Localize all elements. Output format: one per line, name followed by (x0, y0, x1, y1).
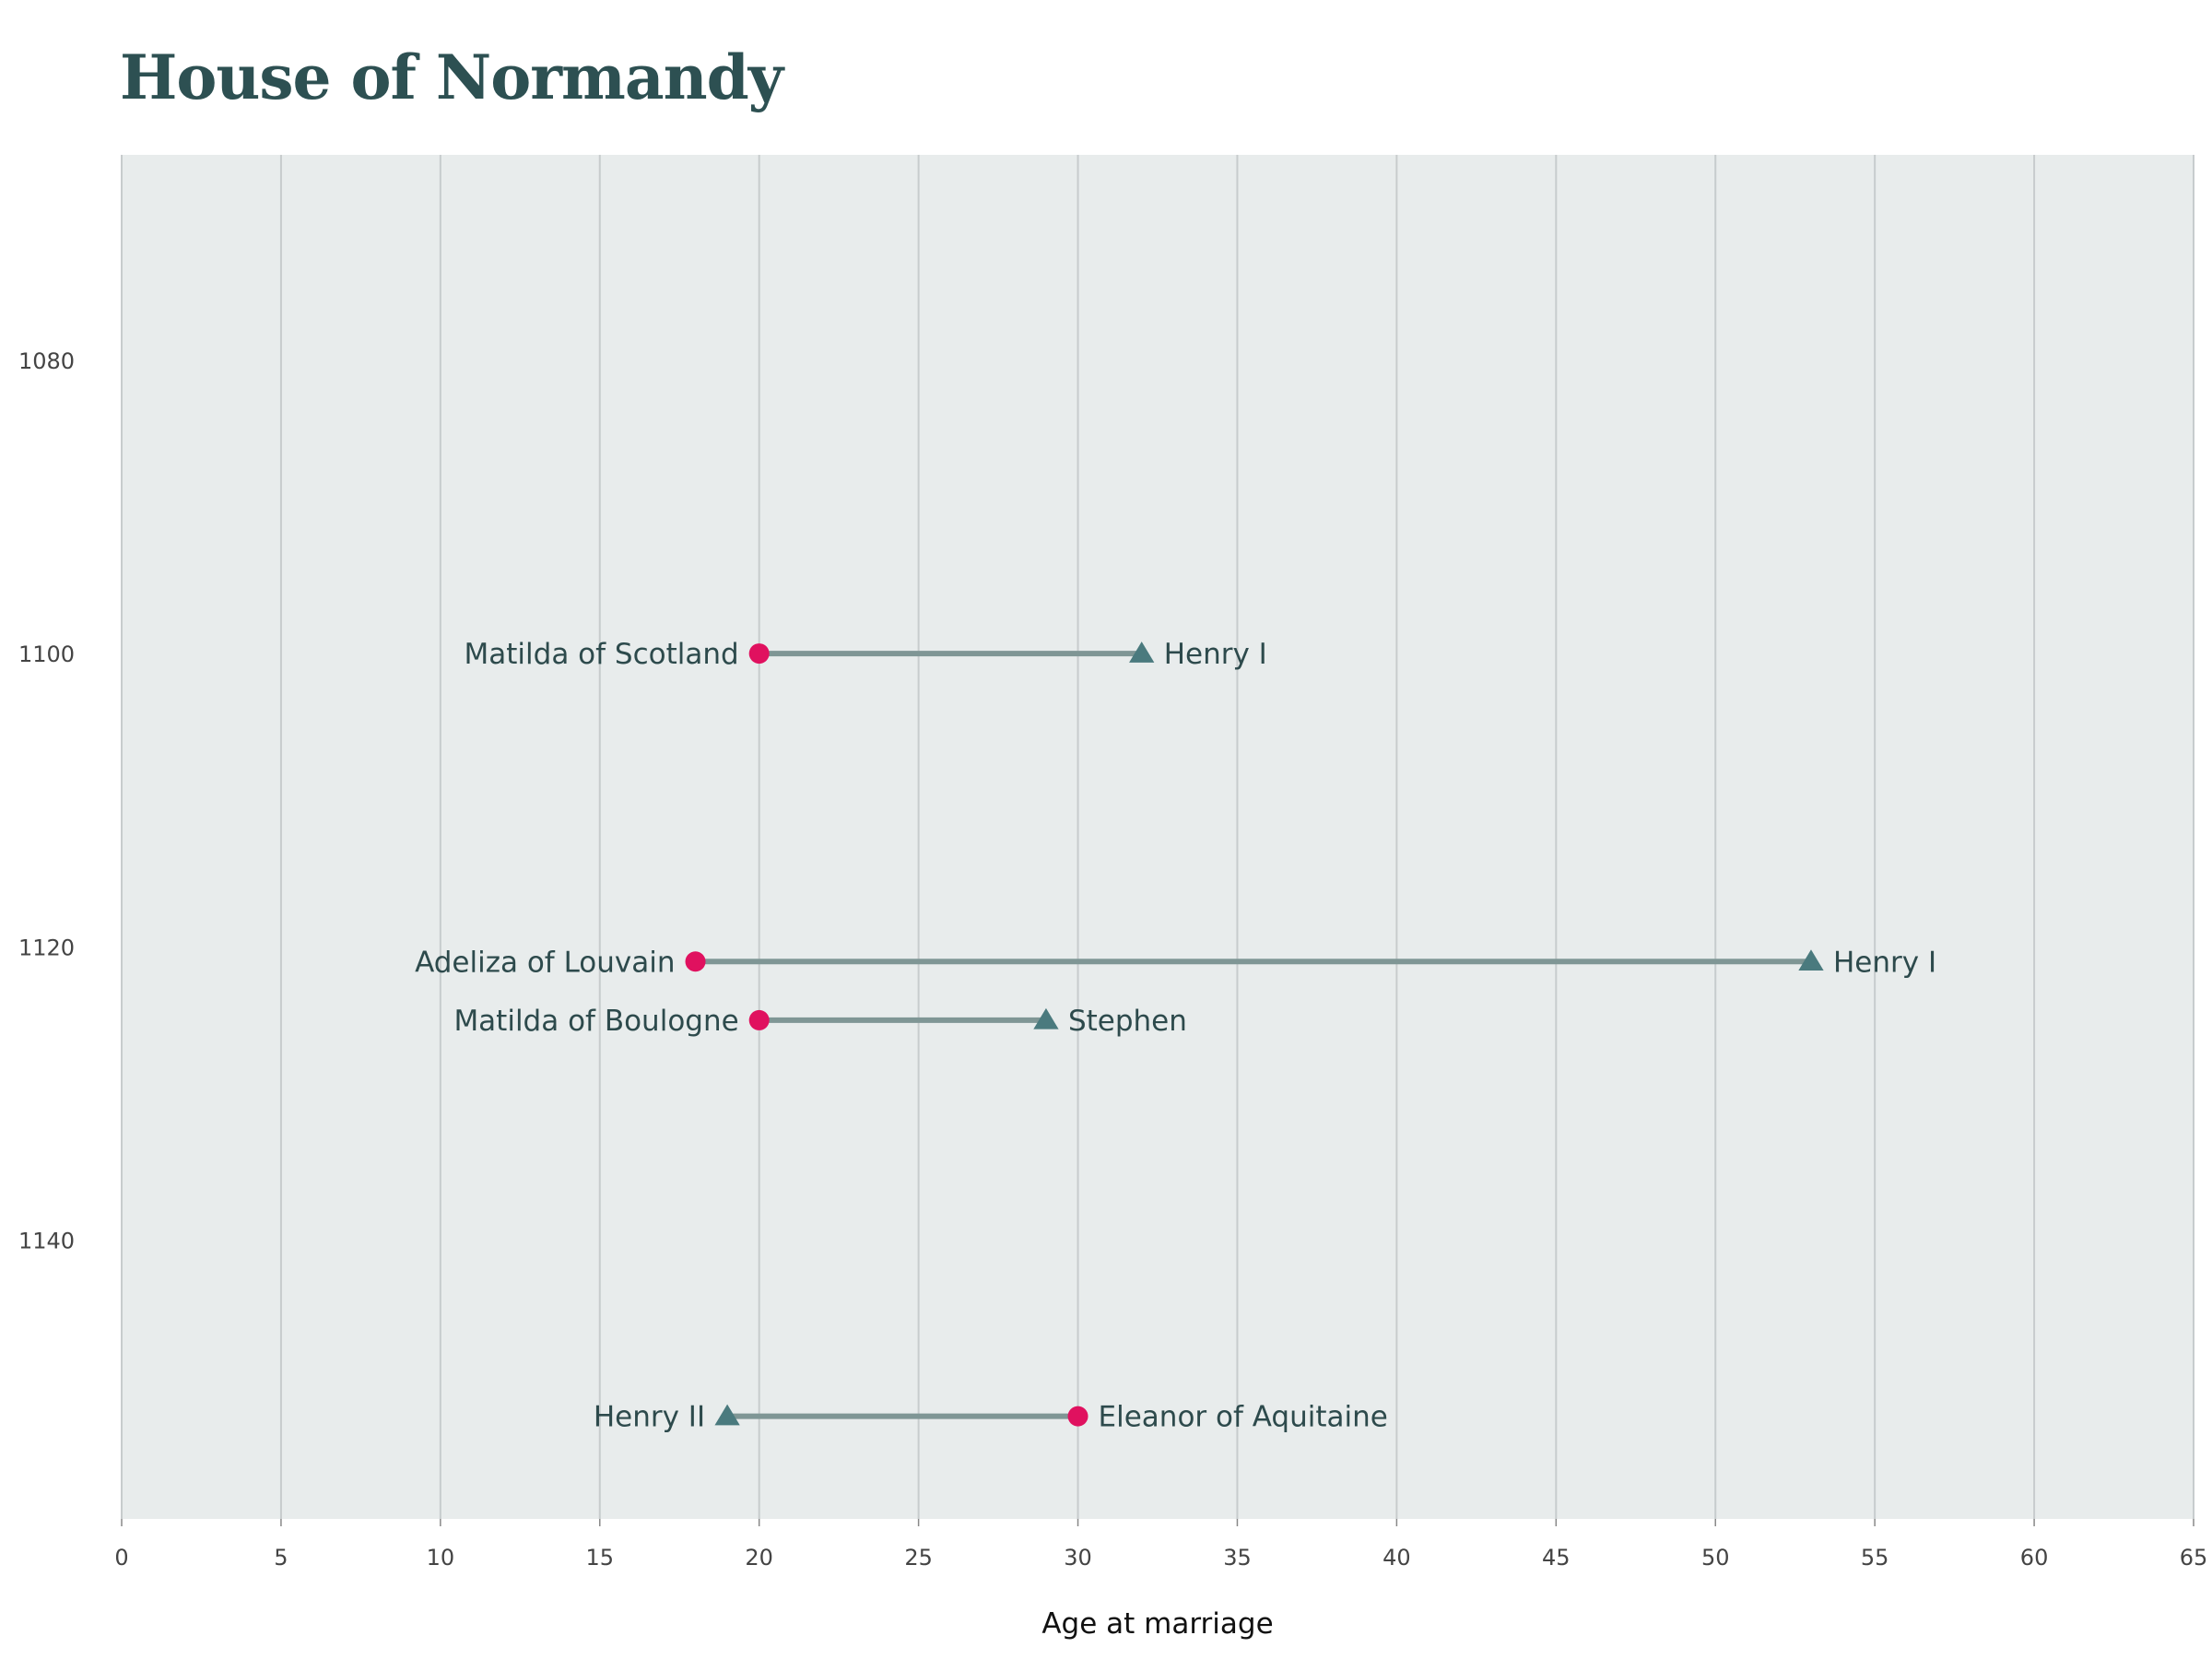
y-tick-label: 1080 (18, 348, 75, 374)
wife-label: Eleanor of Aquitaine (1099, 1401, 1388, 1434)
y-tick-label: 1140 (18, 1229, 75, 1254)
x-tick-label: 60 (2020, 1545, 2049, 1571)
x-tick-label: 10 (427, 1545, 455, 1571)
wife-marker (748, 643, 770, 665)
wife-label: Adeliza of Louvain (415, 946, 675, 979)
husband-marker (1129, 641, 1155, 663)
x-tick-label: 40 (1382, 1545, 1411, 1571)
x-tick-label: 25 (904, 1545, 933, 1571)
plot-background (122, 155, 2194, 1519)
gridlines (121, 155, 2194, 1519)
marriage-row: Adeliza of Louvain Henry I (415, 946, 1936, 979)
x-tick-label: 20 (745, 1545, 773, 1571)
marriage-row: Eleanor of Aquitaine Henry II (594, 1401, 1388, 1434)
x-tick-label: 55 (1861, 1545, 1889, 1571)
husband-label: Stephen (1068, 1005, 1187, 1038)
x-tick-label: 0 (114, 1545, 128, 1571)
x-tick-label: 45 (1542, 1545, 1571, 1571)
x-tick-label: 5 (274, 1545, 288, 1571)
husband-label: Henry II (594, 1401, 705, 1434)
x-tick-label: 65 (2180, 1545, 2208, 1571)
y-tick-label: 1100 (18, 641, 75, 667)
wife-marker (1067, 1406, 1088, 1427)
wife-marker (685, 951, 706, 972)
y-axis-ticks: 1080 1100 1120 1140 (18, 348, 75, 1254)
y-tick-label: 1120 (18, 935, 75, 960)
x-tick-label: 15 (585, 1545, 614, 1571)
wife-label: Matilda of Boulogne (453, 1005, 738, 1038)
wife-label: Matilda of Scotland (465, 638, 739, 671)
husband-label: Henry I (1833, 946, 1936, 979)
x-axis-ticks: 0 5 10 15 20 25 30 35 40 45 50 55 60 65 (114, 1519, 2207, 1571)
husband-label: Henry I (1164, 638, 1267, 671)
husband-marker (1798, 949, 1824, 971)
x-tick-label: 35 (1223, 1545, 1252, 1571)
marriage-row: Matilda of Boulogne Stephen (453, 1005, 1186, 1038)
husband-marker (714, 1404, 740, 1426)
x-tick-label: 30 (1064, 1545, 1092, 1571)
wife-marker (748, 1009, 770, 1030)
x-tick-label: 50 (1701, 1545, 1730, 1571)
husband-marker (1033, 1007, 1059, 1030)
x-axis-title: Age at marriage (1041, 1607, 1273, 1641)
marriage-row: Matilda of Scotland Henry I (465, 638, 1267, 671)
chart-title: House of Normandy (120, 41, 783, 113)
